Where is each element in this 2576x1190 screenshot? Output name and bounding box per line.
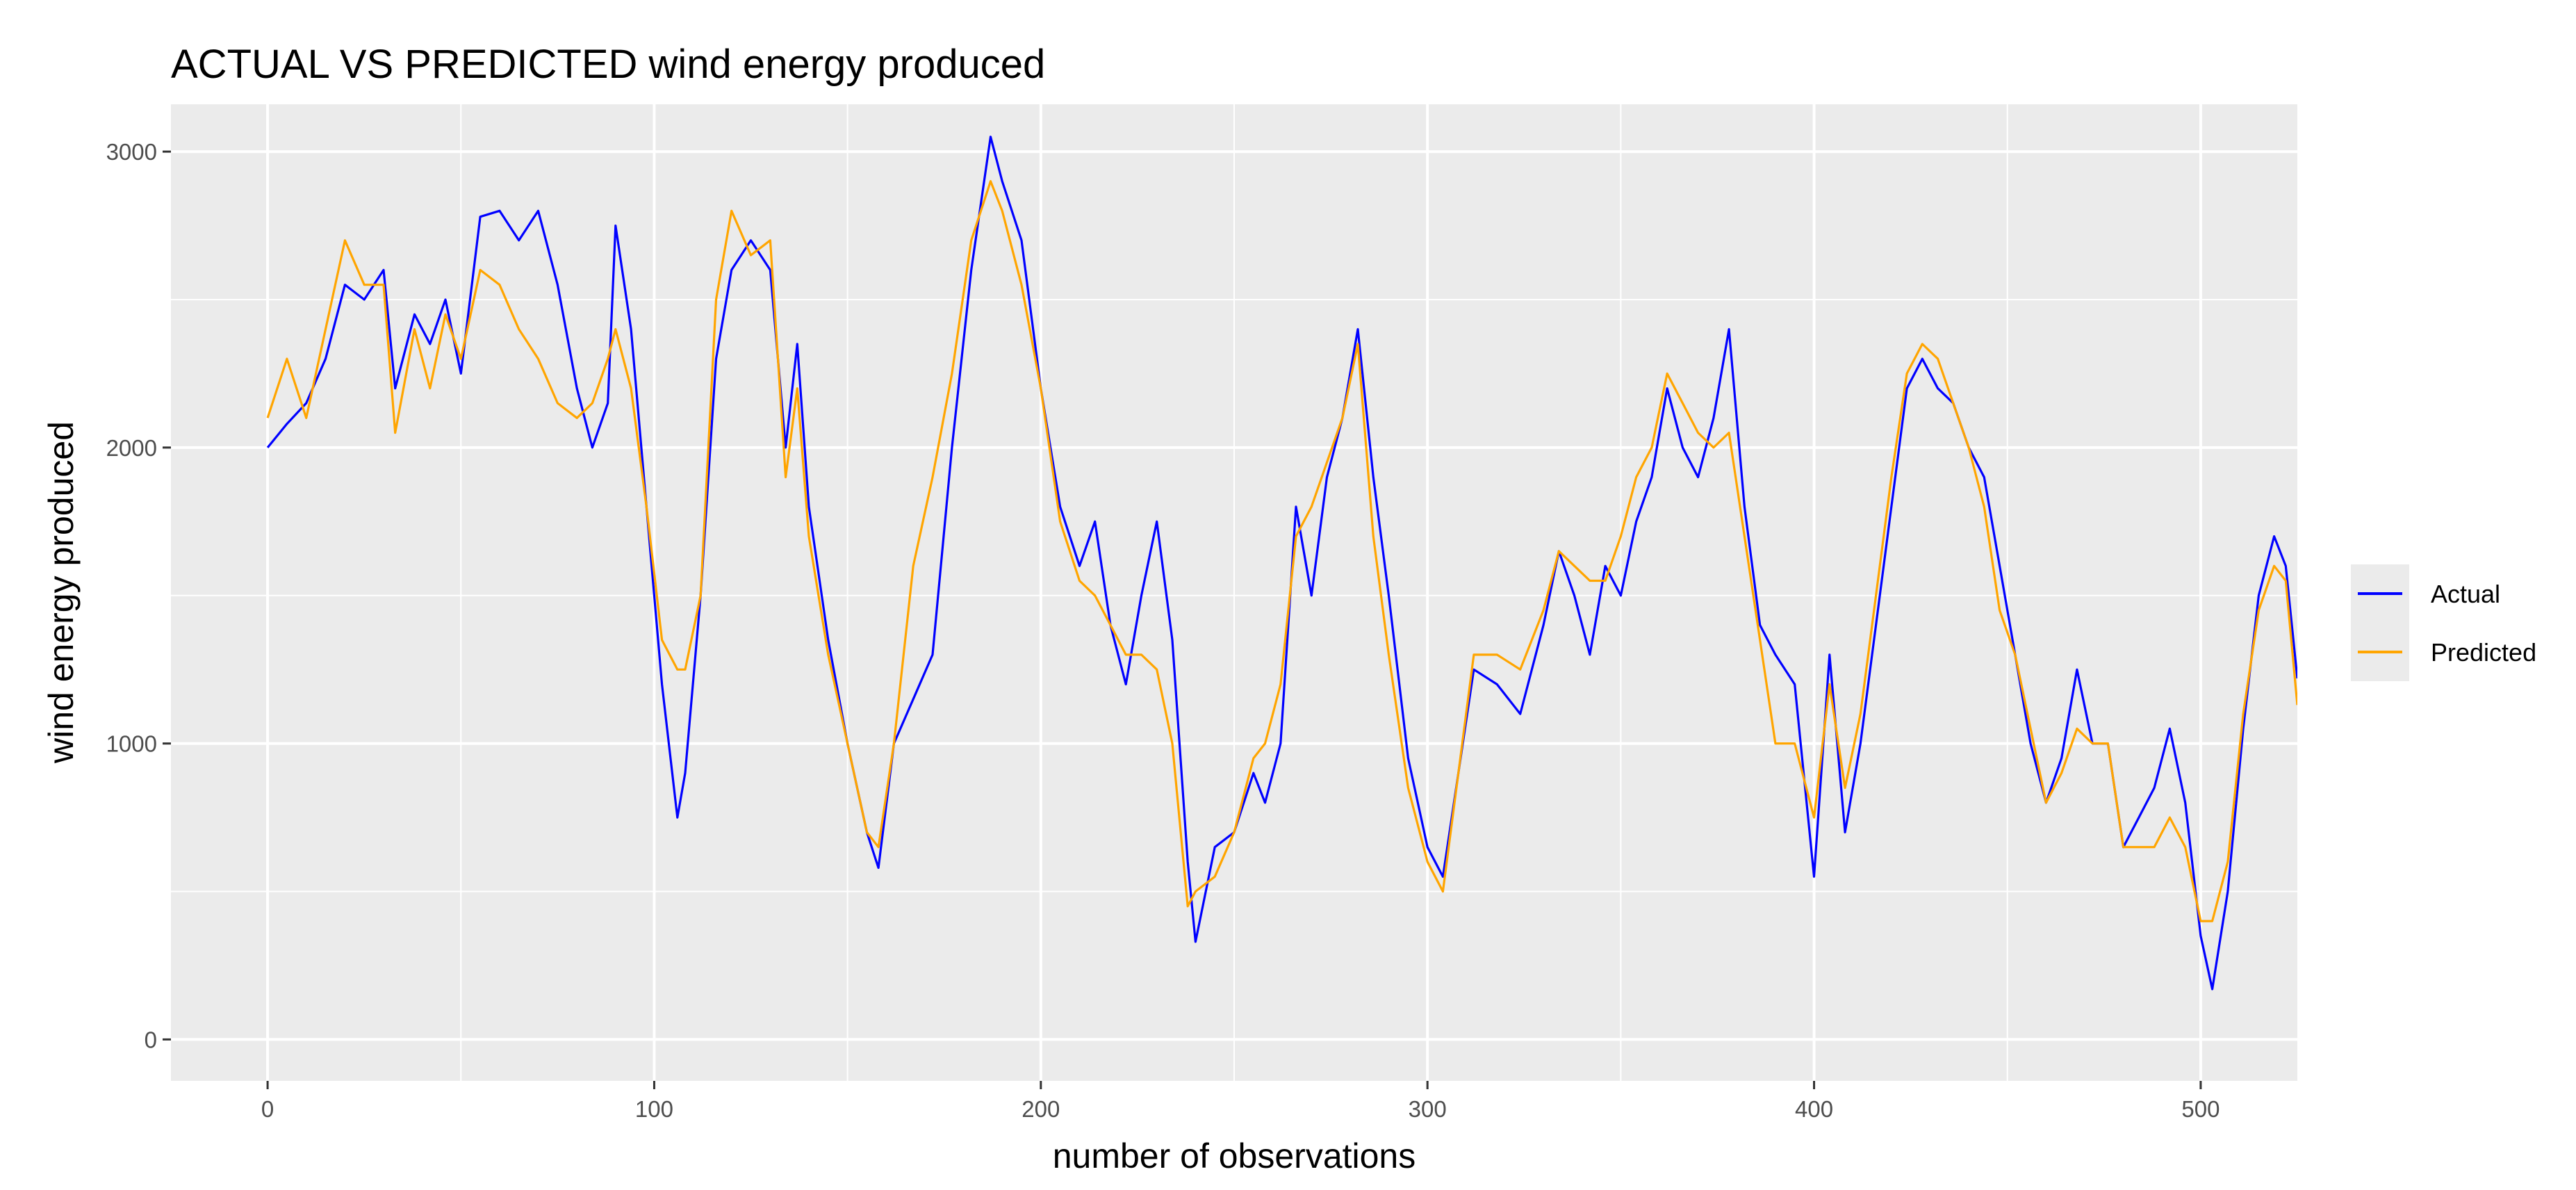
chart-title: ACTUAL VS PREDICTED wind energy produced <box>171 42 1045 87</box>
series-line-actual <box>266 136 2297 991</box>
x-tick-label: 200 <box>1022 1096 1060 1122</box>
y-axis-title: wind energy produced <box>42 421 81 764</box>
legend-label-actual: Actual <box>2431 580 2500 608</box>
grid-minor <box>171 104 2297 1081</box>
x-tick-label: 100 <box>635 1096 673 1122</box>
series-line-predicted <box>266 180 2297 922</box>
x-tick-label: 500 <box>2181 1096 2220 1122</box>
y-tick-label: 2000 <box>106 435 157 461</box>
legend: Actual Predicted <box>2351 564 2536 681</box>
x-tick-label: 0 <box>261 1096 274 1122</box>
series-layer <box>266 136 2297 991</box>
x-axis-ticks: 0 100 200 300 400 500 <box>261 1081 2220 1122</box>
y-tick-label: 0 <box>145 1027 157 1052</box>
y-tick-label: 1000 <box>106 731 157 757</box>
x-tick-label: 400 <box>1795 1096 1833 1122</box>
y-tick-label: 3000 <box>106 139 157 165</box>
x-tick-label: 300 <box>1409 1096 1447 1122</box>
legend-label-predicted: Predicted <box>2431 638 2536 667</box>
y-axis-ticks: 0 1000 2000 3000 <box>106 139 171 1052</box>
x-axis-title: number of observations <box>1053 1136 1416 1175</box>
